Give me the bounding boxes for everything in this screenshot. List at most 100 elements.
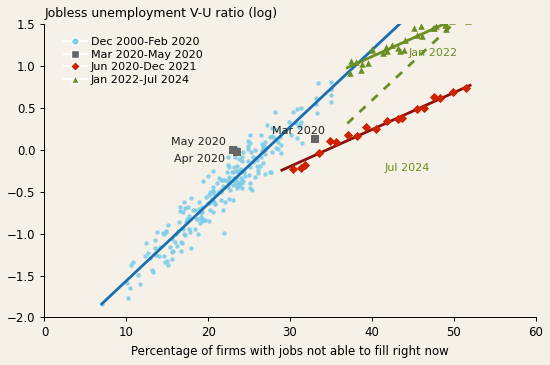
Point <box>166 245 174 250</box>
Point <box>296 122 305 128</box>
Point <box>460 13 469 19</box>
Point <box>172 243 181 249</box>
Point <box>267 169 276 175</box>
Point <box>196 215 205 221</box>
Point <box>268 133 277 139</box>
Point <box>144 250 153 256</box>
Point <box>206 207 214 213</box>
Point <box>126 262 135 268</box>
Point <box>155 253 164 259</box>
Point <box>267 125 276 131</box>
Point <box>270 135 278 141</box>
Point <box>155 244 164 250</box>
Point <box>441 22 450 28</box>
Point <box>244 158 252 164</box>
Point <box>208 209 217 215</box>
Point <box>245 140 254 146</box>
Point <box>182 219 190 224</box>
Point <box>195 208 204 214</box>
X-axis label: Percentage of firms with jobs not able to fill right now: Percentage of firms with jobs not able t… <box>131 345 449 358</box>
Point <box>141 253 150 259</box>
Point <box>347 58 356 64</box>
Point <box>252 163 261 169</box>
Point <box>207 196 216 202</box>
Point <box>245 185 254 191</box>
Point <box>211 201 219 207</box>
Point <box>223 162 232 168</box>
Point <box>460 7 469 13</box>
Point <box>293 106 301 112</box>
Point <box>206 189 214 195</box>
Point <box>134 272 142 278</box>
Point <box>229 182 238 188</box>
Point <box>163 258 172 264</box>
Point <box>353 133 361 139</box>
Point <box>164 222 173 227</box>
Point <box>210 199 218 204</box>
Point <box>257 142 266 147</box>
Point <box>351 59 360 65</box>
Point <box>178 240 187 246</box>
Point <box>251 147 260 153</box>
Point <box>388 42 397 48</box>
Point <box>233 185 241 191</box>
Point <box>161 229 170 235</box>
Point <box>141 240 150 246</box>
Point <box>238 154 246 160</box>
Point <box>201 217 210 223</box>
Point <box>326 138 334 143</box>
Point <box>327 99 336 105</box>
Point <box>233 168 241 174</box>
Point <box>183 204 192 210</box>
Point <box>364 61 372 66</box>
Point <box>224 196 233 202</box>
Point <box>250 174 259 180</box>
Point <box>237 169 246 174</box>
Point <box>381 44 390 50</box>
Point <box>327 87 336 92</box>
Point <box>217 187 226 193</box>
Point <box>292 135 301 141</box>
Point <box>234 179 243 185</box>
Point <box>189 207 197 213</box>
Point <box>160 231 168 237</box>
Point <box>182 216 191 222</box>
Point <box>204 200 212 206</box>
Point <box>228 147 237 153</box>
Point <box>327 92 336 98</box>
Point <box>229 164 238 170</box>
Point <box>382 118 391 124</box>
Point <box>276 134 285 139</box>
Text: Jobless unemployment V-U ratio (log): Jobless unemployment V-U ratio (log) <box>45 7 278 20</box>
Point <box>276 142 285 148</box>
Point <box>226 187 234 193</box>
Point <box>240 169 249 175</box>
Point <box>180 199 189 205</box>
Point <box>233 163 242 169</box>
Point <box>234 182 243 188</box>
Point <box>204 173 213 178</box>
Point <box>271 110 279 115</box>
Point <box>208 168 217 173</box>
Point <box>126 285 135 291</box>
Point <box>160 253 168 259</box>
Point <box>175 219 184 224</box>
Point <box>297 165 306 171</box>
Point <box>233 145 241 150</box>
Point <box>205 218 213 223</box>
Point <box>230 154 239 160</box>
Point <box>238 158 247 164</box>
Point <box>254 167 263 173</box>
Point <box>168 255 177 261</box>
Point <box>124 295 133 301</box>
Point <box>261 146 270 152</box>
Point <box>393 45 402 51</box>
Point <box>223 154 232 160</box>
Point <box>186 229 195 235</box>
Point <box>287 132 295 138</box>
Point <box>244 143 252 149</box>
Point <box>236 174 245 180</box>
Point <box>296 119 305 125</box>
Point <box>148 269 157 275</box>
Point <box>395 48 404 54</box>
